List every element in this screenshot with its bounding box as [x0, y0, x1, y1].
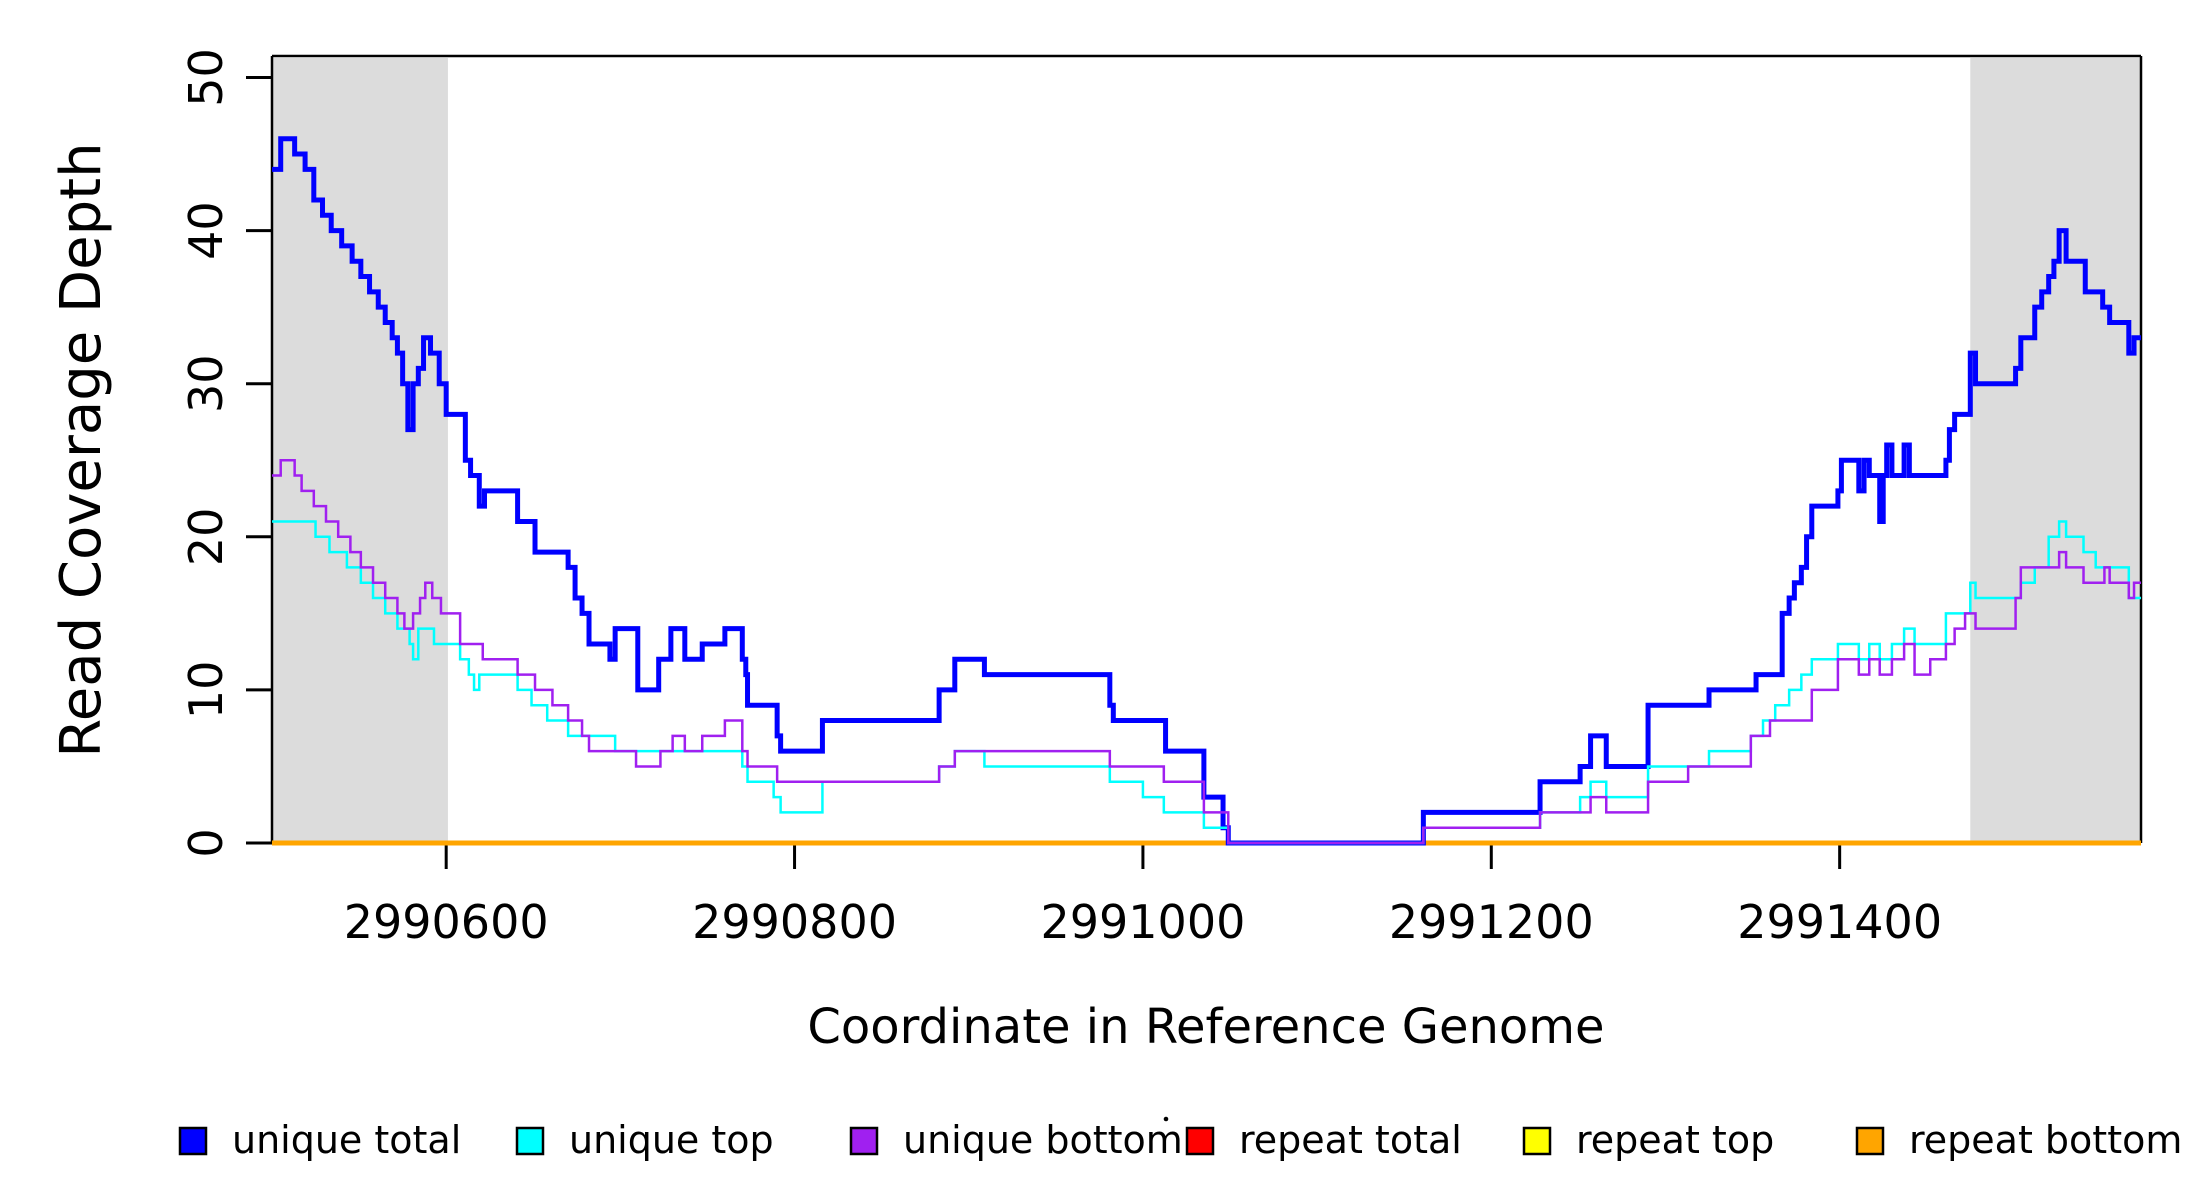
- repeat-region-shading: [272, 58, 2141, 842]
- x-tick-label: 2991000: [1040, 895, 1245, 949]
- legend-label: repeat top: [1576, 1118, 1774, 1162]
- legend-item-repeat-bottom: repeat bottom: [1855, 1118, 2182, 1162]
- legend-label: repeat bottom: [1909, 1118, 2182, 1162]
- y-tick-label: 30: [179, 354, 233, 413]
- y-tick-label: 10: [179, 661, 233, 720]
- data-series-lines: [272, 136, 2141, 846]
- series-unique-total: [272, 136, 2141, 846]
- stray-speck: [1163, 1116, 1169, 1122]
- legend: unique total unique top unique bottom repea…: [178, 1118, 2182, 1162]
- legend-label: unique bottom: [903, 1118, 1183, 1162]
- series-unique-top: [272, 520, 2141, 845]
- legend-swatch: [1185, 1126, 1215, 1156]
- y-tick-label: 50: [179, 48, 233, 107]
- left-repeat-band: [272, 58, 448, 842]
- legend-swatch: [1522, 1126, 1552, 1156]
- y-axis-title: Read Coverage Depth: [49, 142, 114, 757]
- x-tick-label: 2990600: [344, 895, 549, 949]
- legend-swatch: [1855, 1126, 1885, 1156]
- legend-swatch: [515, 1126, 545, 1156]
- legend-swatch: [178, 1126, 208, 1156]
- legend-label: unique total: [232, 1118, 461, 1162]
- y-tick-label: 0: [179, 828, 233, 857]
- legend-item-unique-total: unique total: [178, 1118, 461, 1162]
- x-axis: 2990600 2990800 2991000 2991200 2991400: [344, 843, 1942, 949]
- legend-label: unique top: [569, 1118, 774, 1162]
- y-axis: 0 10 20 30 40 50: [179, 48, 272, 858]
- legend-item-repeat-total: repeat total: [1185, 1118, 1462, 1162]
- x-tick-label: 2991400: [1737, 895, 1942, 949]
- y-tick-label: 20: [179, 508, 233, 567]
- right-repeat-band: [1970, 58, 2141, 842]
- legend-item-repeat-top: repeat top: [1522, 1118, 1774, 1162]
- plot-box: [270, 54, 2143, 845]
- legend-item-unique-top: unique top: [515, 1118, 774, 1162]
- legend-item-unique-bottom: unique bottom: [849, 1118, 1183, 1162]
- legend-label: repeat total: [1239, 1118, 1462, 1162]
- series-unique-bottom: [272, 459, 2141, 845]
- x-tick-label: 2990800: [692, 895, 897, 949]
- x-axis-title: Coordinate in Reference Genome: [807, 999, 1604, 1055]
- legend-swatch: [849, 1126, 879, 1156]
- x-tick-label: 2991200: [1389, 895, 1594, 949]
- y-tick-label: 40: [179, 201, 233, 260]
